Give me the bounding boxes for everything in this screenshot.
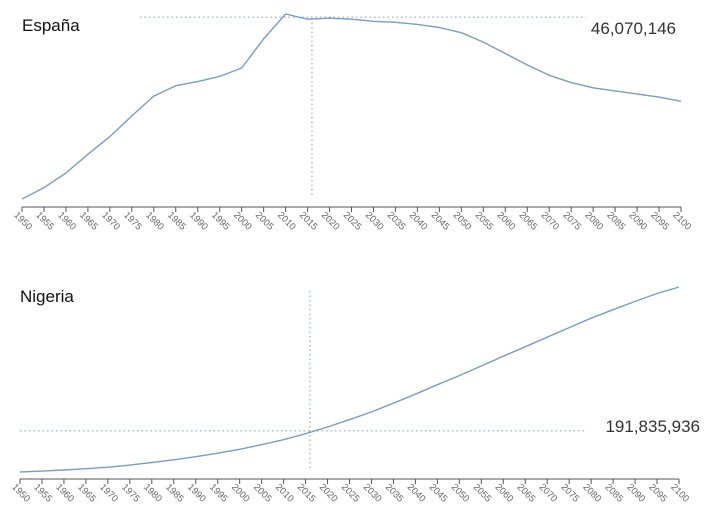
x-tick-label-nigeria: 2070 <box>537 482 560 505</box>
x-tick-label-spain: 2050 <box>451 210 474 233</box>
x-tick-label-spain: 1990 <box>187 210 210 233</box>
x-tick-label-spain: 2085 <box>605 210 628 233</box>
marks-nigeria: 1950 1955 1960 1965 1970 1975 1980 1985 1990 1995… <box>9 286 691 505</box>
x-tick-label-spain: 2035 <box>385 210 408 233</box>
x-tick-label-nigeria: 2025 <box>339 482 362 505</box>
x-tick-label-spain: 2100 <box>670 210 693 233</box>
population-line-spain <box>21 13 682 200</box>
x-tick-label-nigeria: 2000 <box>229 482 252 505</box>
x-tick-label-spain: 2010 <box>275 210 298 233</box>
x-tick-label-nigeria: 2075 <box>559 482 582 505</box>
x-tick-label-nigeria: 1955 <box>31 482 54 505</box>
x-tick-label-spain: 2055 <box>473 210 496 233</box>
x-tick-label-nigeria: 2015 <box>295 482 318 505</box>
x-tick-label-nigeria: 1990 <box>185 482 208 505</box>
x-tick-label-nigeria: 2005 <box>251 482 274 505</box>
x-tick-label-nigeria: 1975 <box>119 482 142 505</box>
x-tick-label-spain: 2095 <box>648 210 671 233</box>
x-tick-label-spain: 2075 <box>561 210 584 233</box>
value-label-spain: 46,070,146 <box>591 19 676 38</box>
x-tick-label-spain: 2000 <box>231 210 254 233</box>
x-tick-label-nigeria: 2095 <box>646 482 669 505</box>
x-tick-label-spain: 2045 <box>429 210 452 233</box>
x-tick-label-spain: 1965 <box>77 210 100 233</box>
x-tick-label-nigeria: 2085 <box>603 482 626 505</box>
x-tick-label-nigeria: 2050 <box>449 482 472 505</box>
x-tick-label-nigeria: 2060 <box>493 482 516 505</box>
x-tick-label-spain: 1995 <box>209 210 232 233</box>
x-tick-label-nigeria: 2010 <box>273 482 296 505</box>
x-tick-label-spain: 2030 <box>363 210 386 233</box>
x-tick-label-spain: 2090 <box>626 210 649 233</box>
x-tick-label-spain: 1975 <box>121 210 144 233</box>
x-tick-label-nigeria: 1970 <box>97 482 120 505</box>
x-tick-label-spain: 2080 <box>583 210 606 233</box>
x-tick-label-spain: 2015 <box>297 210 320 233</box>
x-tick-label-nigeria: 2065 <box>515 482 538 505</box>
x-tick-label-nigeria: 2020 <box>317 482 340 505</box>
x-tick-label-nigeria: 1995 <box>207 482 230 505</box>
x-tick-label-nigeria: 2100 <box>668 482 691 505</box>
x-tick-label-spain: 1950 <box>11 210 34 233</box>
value-label-nigeria: 191,835,936 <box>605 417 700 436</box>
x-tick-label-spain: 2070 <box>539 210 562 233</box>
x-tick-label-nigeria: 2040 <box>405 482 428 505</box>
x-tick-label-nigeria: 2080 <box>581 482 604 505</box>
x-tick-label-nigeria: 2055 <box>471 482 494 505</box>
chart-title-spain: España <box>22 16 80 35</box>
x-tick-label-nigeria: 1965 <box>75 482 98 505</box>
x-tick-label-spain: 2060 <box>495 210 518 233</box>
x-tick-label-spain: 2020 <box>319 210 342 233</box>
x-tick-label-spain: 2040 <box>407 210 430 233</box>
x-tick-label-nigeria: 2045 <box>427 482 450 505</box>
x-tick-label-nigeria: 1950 <box>9 482 32 505</box>
x-tick-label-nigeria: 1960 <box>53 482 76 505</box>
x-tick-label-nigeria: 2030 <box>361 482 384 505</box>
x-tick-label-spain: 2065 <box>517 210 540 233</box>
population-line-nigeria <box>19 286 680 473</box>
chart-nigeria: Nigeria 191,835,936 1950 1955 1960 1965 1970… <box>9 286 700 505</box>
x-tick-label-spain: 2005 <box>253 210 276 233</box>
chart-spain: España 46,070,146 1950 1955 1960 1965 1970 19… <box>11 13 693 233</box>
x-tick-label-spain: 1980 <box>143 210 166 233</box>
x-tick-label-spain: 1960 <box>55 210 78 233</box>
x-tick-label-spain: 1955 <box>33 210 56 233</box>
x-tick-label-nigeria: 1985 <box>163 482 186 505</box>
x-tick-label-nigeria: 2090 <box>624 482 647 505</box>
x-tick-label-spain: 1970 <box>99 210 122 233</box>
x-tick-label-spain: 1985 <box>165 210 188 233</box>
chart-title-nigeria: Nigeria <box>20 287 74 306</box>
marks-spain: 1950 1955 1960 1965 1970 1975 1980 1985 1990 1995… <box>11 13 693 233</box>
x-tick-label-nigeria: 1980 <box>141 482 164 505</box>
x-tick-label-spain: 2025 <box>341 210 364 233</box>
x-tick-label-nigeria: 2035 <box>383 482 406 505</box>
